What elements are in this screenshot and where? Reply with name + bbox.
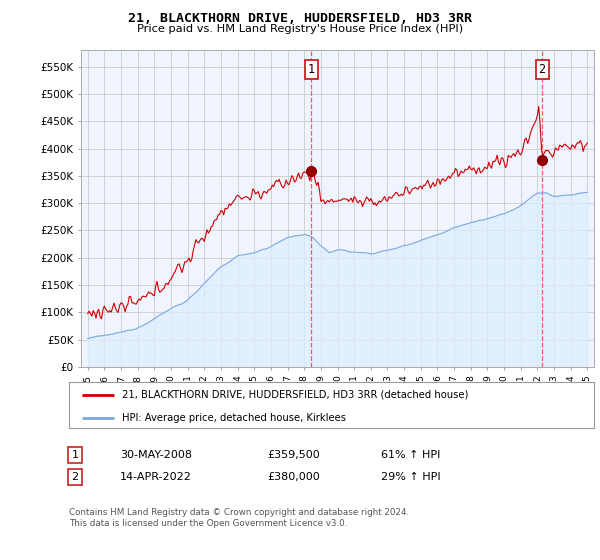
Text: HPI: Average price, detached house, Kirklees: HPI: Average price, detached house, Kirk… <box>121 413 346 423</box>
Text: 14-APR-2022: 14-APR-2022 <box>120 472 192 482</box>
Text: 1: 1 <box>71 450 79 460</box>
Text: 30-MAY-2008: 30-MAY-2008 <box>120 450 192 460</box>
Text: 21, BLACKTHORN DRIVE, HUDDERSFIELD, HD3 3RR: 21, BLACKTHORN DRIVE, HUDDERSFIELD, HD3 … <box>128 12 472 25</box>
Text: £380,000: £380,000 <box>267 472 320 482</box>
Text: 1: 1 <box>307 63 314 76</box>
Text: Contains HM Land Registry data © Crown copyright and database right 2024.
This d: Contains HM Land Registry data © Crown c… <box>69 508 409 528</box>
Text: 21, BLACKTHORN DRIVE, HUDDERSFIELD, HD3 3RR (detached house): 21, BLACKTHORN DRIVE, HUDDERSFIELD, HD3 … <box>121 390 468 400</box>
Text: Price paid vs. HM Land Registry's House Price Index (HPI): Price paid vs. HM Land Registry's House … <box>137 24 463 34</box>
Text: 2: 2 <box>71 472 79 482</box>
Text: £359,500: £359,500 <box>267 450 320 460</box>
Text: 61% ↑ HPI: 61% ↑ HPI <box>381 450 440 460</box>
Text: 29% ↑ HPI: 29% ↑ HPI <box>381 472 440 482</box>
Text: 2: 2 <box>538 63 545 76</box>
